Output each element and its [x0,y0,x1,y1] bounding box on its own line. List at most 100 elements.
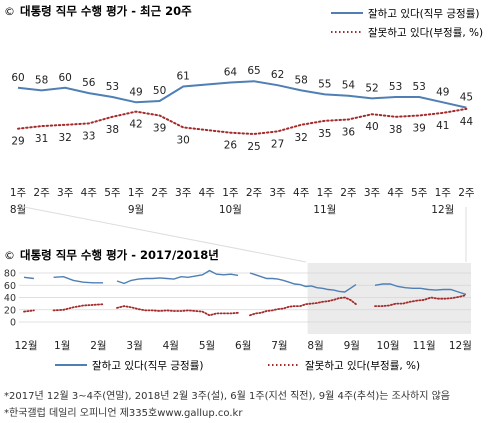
approve-line [17,80,467,109]
month-label: 12월 [431,204,454,216]
legend-disapprove-label: 잘못하고 있다(부정률, %) [368,26,483,39]
x-tick-label: 4주 [81,187,98,199]
approve-data-label: 50 [153,85,166,97]
disapprove-data-label: 41 [436,120,449,132]
y-tick-label: 40 [4,293,16,304]
x-month-label: 6월 [235,340,251,352]
approve-data-label: 62 [271,69,284,81]
disapprove-line-segment [116,305,239,317]
approve-data-label: 53 [106,81,119,93]
x-tick-label: 3주 [57,187,74,199]
approve-data-label: 53 [413,81,426,93]
disapprove-data-label: 31 [35,133,48,145]
legend-disapprove-label: 잘못하고 있다(부정률, %) [305,359,420,372]
approve-data-label: 55 [318,78,331,90]
disapprove-data-label: 25 [247,141,260,153]
y-tick-label: 60 [4,281,16,292]
approve-data-label: 61 [177,70,190,82]
disapprove-line [17,107,468,136]
disapprove-data-label: 30 [177,134,190,146]
y-tick-label: 0 [10,318,16,329]
chart-title: 대통령 직무 수행 평가 - 최근 20주 [20,4,192,18]
x-tick-label: 4주 [293,187,310,199]
approve-data-label: 52 [365,82,378,94]
approve-line-segment [374,283,467,296]
chart-title: 대통령 직무 수행 평가 - 2017/2018년 [20,248,219,262]
x-tick-label: 1주 [317,187,334,199]
footnote-1: *2017년 12월 3~4주(연말), 2018년 2월 3주(설), 6월 … [4,389,450,402]
x-axis: 1주 2주 3주 4주 5주 1주 2주 3주 4주 1주 2주 3주 4주 1주 2주 3주 4주 5주 1주 2주… [10,187,475,216]
legend: 잘하고 있다(직무 긍정률) 잘못하고 있다(부정률, %) [55,359,420,372]
x-tick-label: 4주 [199,187,216,199]
x-tick-label: 3주 [175,187,192,199]
x-month-label: 2월 [90,340,106,352]
disapprove-data-label: 36 [342,126,356,138]
x-tick-label: 2주 [246,187,263,199]
approve-data-label: 53 [389,81,402,93]
disapprove-data-label: 44 [460,116,474,128]
x-tick-label: 1주 [128,187,145,199]
x-month-label: 12월 [14,340,37,352]
approve-data-label: 49 [436,86,449,98]
legend-approve-label: 잘하고 있다(직무 긍정률) [92,359,203,372]
x-tick-label: 2주 [33,187,50,199]
approve-data-label: 56 [82,77,96,89]
approve-data-label: 65 [247,65,260,77]
disapprove-data-label: 39 [153,123,166,135]
y-tick-label: 20 [4,305,16,316]
disapprove-data-label: 40 [365,121,378,133]
x-tick-label: 2주 [340,187,357,199]
approve-data-label: 58 [35,74,48,86]
series-layer [17,80,468,136]
disapprove-data-label: 26 [224,140,238,152]
series-layer [23,269,467,317]
x-month-label: 9월 [344,340,360,352]
top-chart: © 대통령 직무 수행 평가 - 최근 20주 잘하고 있다(직무 긍정률) 잘… [4,4,483,216]
x-month-label: 10월 [376,340,399,352]
x-tick-label: 4주 [387,187,404,199]
x-tick-label: 2주 [458,187,475,199]
x-tick-label: 1주 [10,187,27,199]
approve-data-label: 60 [11,72,24,84]
disapprove-data-label: 42 [129,119,142,131]
disapprove-data-label: 29 [11,136,24,148]
x-month-label: 1월 [54,340,70,352]
copyright-icon: © [4,5,15,18]
disapprove-data-label: 33 [82,130,95,142]
approve-data-label: 54 [342,80,356,92]
disapprove-data-label: 27 [271,138,284,150]
approve-data-label: 60 [59,72,72,84]
copyright-icon: © [4,249,15,262]
x-tick-label: 5주 [411,187,428,199]
month-label: 11월 [313,204,336,216]
disapprove-line-segment [23,303,104,313]
x-month-label: 8월 [307,340,323,352]
x-tick-label: 2주 [151,187,168,199]
approve-line-segment [116,269,239,285]
disapprove-data-label: 38 [106,124,119,136]
grid [19,272,471,323]
x-tick-label: 3주 [269,187,286,199]
x-tick-label: 1주 [222,187,239,199]
disapprove-data-label: 39 [413,123,426,135]
approve-data-label: 45 [460,92,473,104]
month-label: 8월 [10,204,26,216]
y-tick-label: 80 [4,269,16,280]
x-tick-label: 5주 [104,187,121,199]
x-month-label: 3월 [126,340,142,352]
disapprove-line-segment [249,296,357,317]
x-tick-label: 3주 [364,187,381,199]
approve-data-label: 49 [129,86,142,98]
data-labels: 60 58 60 56 53 49 50 61 64 65 62 58 55 54 52 53 53 49 45 29… [11,65,473,153]
approve-data-label: 64 [224,67,238,79]
legend: 잘하고 있다(직무 긍정률) 잘못하고 있다(부정률, %) [331,7,483,39]
approve-line-segment [23,275,103,284]
x-tick-label: 1주 [435,187,452,199]
month-label: 9월 [128,204,144,216]
disapprove-data-label: 35 [318,128,331,140]
footnote-2: *한국갤럽 데일리 오피니언 제335호www.gallup.co.kr [4,407,243,419]
month-label: 10월 [219,204,242,216]
